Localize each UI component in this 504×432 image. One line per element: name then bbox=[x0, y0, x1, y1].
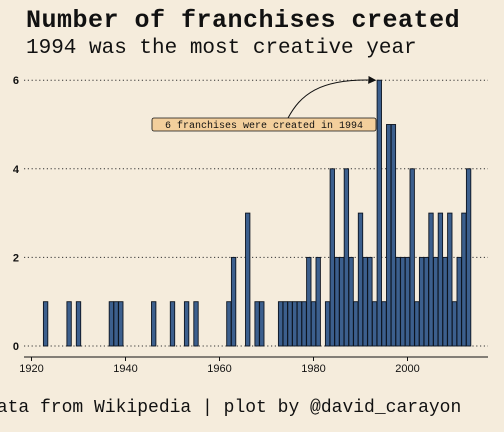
annotation-box bbox=[151, 117, 377, 132]
bar-1981 bbox=[315, 256, 321, 347]
y-tick-label: 2 bbox=[13, 252, 19, 264]
bar-2010 bbox=[451, 301, 458, 347]
bar-2002 bbox=[414, 301, 420, 347]
bar-1978 bbox=[301, 301, 307, 347]
x-axis-ticks: 1920 1940 1960 1980 2000 bbox=[19, 357, 420, 375]
bar-1928 bbox=[66, 301, 72, 347]
bar-1950 bbox=[169, 301, 176, 347]
bar-1992 bbox=[367, 256, 373, 347]
bar-1938 bbox=[113, 301, 119, 347]
bar-1946 bbox=[151, 301, 157, 347]
bar-1966 bbox=[245, 212, 251, 347]
chart-title: Number of franchises created bbox=[26, 6, 461, 35]
bar-1955 bbox=[193, 301, 199, 347]
bar-1979 bbox=[306, 256, 312, 347]
bar-1937 bbox=[108, 301, 115, 347]
bar-2009 bbox=[447, 212, 453, 347]
x-tick-label: 1920 bbox=[19, 363, 43, 375]
bar-1977 bbox=[296, 301, 303, 347]
bar-1999 bbox=[400, 256, 406, 347]
bar-1974 bbox=[282, 301, 288, 347]
bar-1962 bbox=[226, 301, 232, 347]
bar-1975 bbox=[287, 301, 293, 347]
bar-1988 bbox=[348, 256, 354, 347]
bar-1980 bbox=[310, 301, 317, 347]
annotation: 6 franchises were created in 1994 bbox=[151, 75, 377, 132]
bar-2013 bbox=[465, 168, 472, 347]
x-tick-label: 1960 bbox=[207, 363, 231, 375]
bar-1976 bbox=[292, 301, 298, 347]
bar-1985 bbox=[334, 256, 340, 347]
bar-1994 bbox=[376, 79, 382, 347]
bar-2001 bbox=[409, 168, 415, 347]
bar-1953 bbox=[183, 301, 190, 347]
y-axis-ticks: 0 2 4 6 bbox=[13, 75, 20, 353]
bar-1990 bbox=[357, 212, 364, 347]
chart-caption: Data from Wikipedia | plot by @david_car… bbox=[0, 398, 462, 418]
bar-1969 bbox=[259, 301, 265, 347]
bar-2006 bbox=[433, 256, 439, 347]
bar-1968 bbox=[254, 301, 260, 347]
bar-1963 bbox=[230, 256, 237, 347]
bar-2012 bbox=[461, 212, 467, 347]
bar-2003 bbox=[418, 256, 425, 347]
y-tick-label: 0 bbox=[13, 341, 19, 353]
bar-1991 bbox=[362, 256, 368, 347]
bar-1939 bbox=[118, 301, 124, 347]
bar-1989 bbox=[353, 301, 359, 347]
x-tick-label: 1940 bbox=[113, 363, 137, 375]
y-tick-label: 4 bbox=[13, 164, 20, 176]
bars bbox=[42, 79, 472, 347]
bar-2000 bbox=[404, 256, 411, 347]
bar-2005 bbox=[428, 212, 434, 347]
bar-1998 bbox=[395, 256, 401, 347]
bar-1995 bbox=[381, 301, 387, 347]
bar-1996 bbox=[386, 124, 392, 347]
annotation-label: 6 franchises were created in 1994 bbox=[165, 120, 363, 132]
bar-1987 bbox=[343, 168, 350, 347]
bar-2004 bbox=[423, 256, 429, 347]
bar-1930 bbox=[75, 301, 82, 347]
bar-2007 bbox=[437, 212, 444, 347]
x-tick-label: 2000 bbox=[395, 363, 419, 375]
bar-1997 bbox=[390, 124, 397, 347]
bar-1986 bbox=[339, 256, 345, 347]
bar-1923 bbox=[42, 301, 49, 347]
chart-subtitle: 1994 was the most creative year bbox=[26, 37, 417, 60]
bar-1993 bbox=[371, 301, 378, 347]
x-tick-label: 1980 bbox=[301, 363, 325, 375]
bar-1984 bbox=[329, 168, 335, 347]
annotation-arrow bbox=[287, 75, 377, 119]
y-tick-label: 6 bbox=[13, 75, 19, 87]
bar-2011 bbox=[456, 256, 462, 347]
bar-1983 bbox=[324, 301, 331, 347]
bar-1973 bbox=[277, 301, 284, 347]
bar-2008 bbox=[442, 256, 448, 347]
